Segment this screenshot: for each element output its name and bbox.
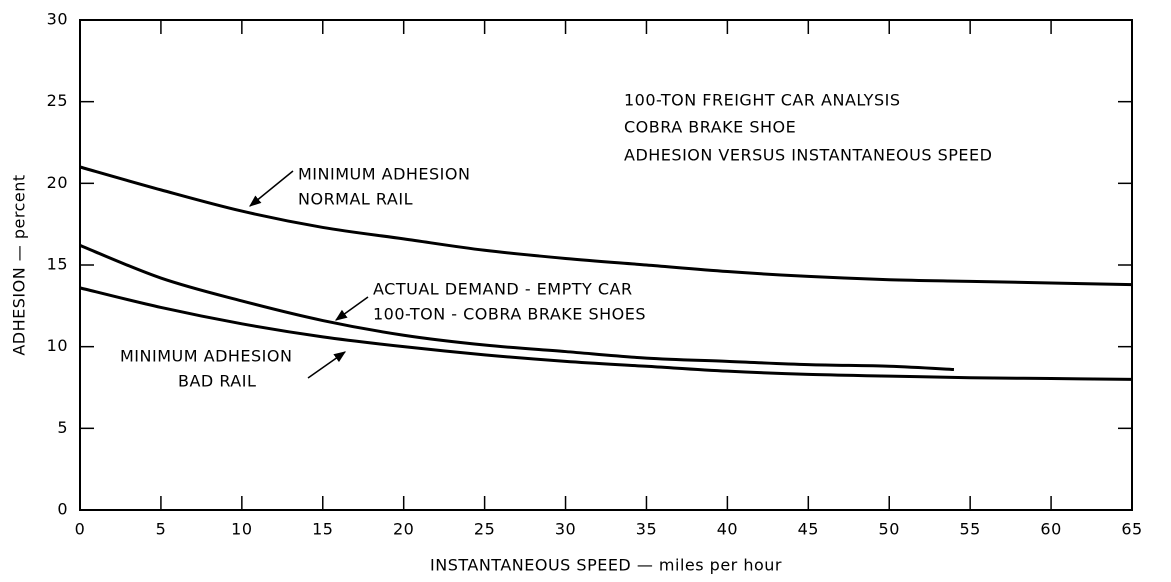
annotation-arrow xyxy=(307,351,346,379)
curve xyxy=(79,286,1133,381)
x-tick-label: 45 xyxy=(798,520,819,539)
curve-label: MINIMUM ADHESION xyxy=(120,347,292,366)
x-tick-label: 40 xyxy=(717,520,738,539)
curve xyxy=(79,165,1133,287)
y-tick-label: 10 xyxy=(47,336,68,355)
y-tick-label: 25 xyxy=(47,91,68,110)
x-tick-label: 60 xyxy=(1040,520,1061,539)
y-tick-label: 0 xyxy=(57,500,68,519)
x-tick-label: 50 xyxy=(879,520,900,539)
y-axis-label: ADHESION — percent xyxy=(10,174,29,355)
x-tick-label: 10 xyxy=(231,520,252,539)
y-tick-label: 20 xyxy=(47,173,68,192)
y-tick-label: 15 xyxy=(47,255,68,274)
x-tick-label: 0 xyxy=(75,520,86,539)
y-tick-label: 5 xyxy=(57,418,68,437)
annotation-arrow xyxy=(249,170,294,207)
chart-title: ADHESION VERSUS INSTANTANEOUS SPEED xyxy=(624,146,992,165)
chart-title: COBRA BRAKE SHOE xyxy=(624,118,796,137)
curve-label: MINIMUM ADHESION xyxy=(298,165,470,184)
x-tick-label: 20 xyxy=(393,520,414,539)
curve-label: NORMAL RAIL xyxy=(298,190,413,209)
curve-label: 100-TON - COBRA BRAKE SHOES xyxy=(373,305,646,324)
plot-frame xyxy=(79,19,1133,511)
x-tick-label: 5 xyxy=(156,520,167,539)
x-tick-label: 35 xyxy=(636,520,657,539)
curve xyxy=(79,244,955,372)
x-tick-label: 25 xyxy=(474,520,495,539)
chart-title: 100-TON FREIGHT CAR ANALYSIS xyxy=(624,91,900,110)
x-axis-label: INSTANTANEOUS SPEED — miles per hour xyxy=(430,556,782,575)
x-tick-label: 65 xyxy=(1121,520,1142,539)
x-tick-label: 55 xyxy=(959,520,980,539)
curve-label: BAD RAIL xyxy=(178,372,256,391)
annotation-arrow xyxy=(335,296,369,321)
y-tick-label: 30 xyxy=(47,10,68,29)
x-tick-label: 30 xyxy=(555,520,576,539)
x-tick-label: 15 xyxy=(312,520,333,539)
curve-label: ACTUAL DEMAND - EMPTY CAR xyxy=(373,280,633,299)
